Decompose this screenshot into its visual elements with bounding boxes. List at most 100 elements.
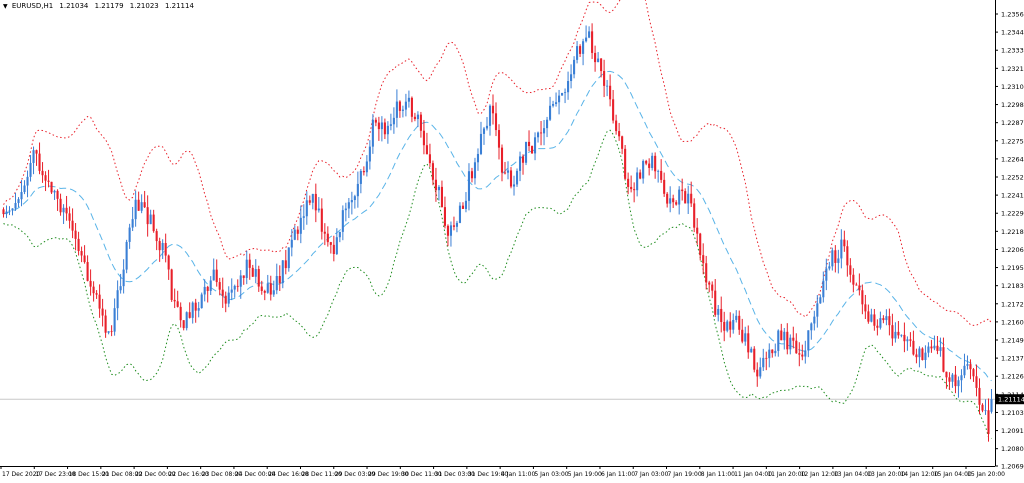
candle-body bbox=[981, 404, 984, 411]
y-tick-label: 1.22640 bbox=[1001, 155, 1024, 163]
candle-body bbox=[68, 213, 71, 221]
candle bbox=[939, 337, 942, 357]
candle bbox=[365, 155, 368, 177]
candle bbox=[287, 247, 290, 272]
candle-body bbox=[443, 207, 446, 226]
candle-body bbox=[134, 199, 137, 220]
candle-body bbox=[684, 191, 687, 204]
candle-body bbox=[50, 181, 53, 193]
candle bbox=[711, 281, 714, 299]
collapse-triangle-icon[interactable]: ▼ bbox=[3, 3, 8, 10]
y-tick-label: 1.23100 bbox=[1001, 83, 1024, 91]
x-tick-label: 24 Dec 16:00 bbox=[268, 471, 309, 478]
candle-body bbox=[768, 349, 771, 359]
candle bbox=[203, 279, 206, 302]
candle bbox=[167, 254, 170, 280]
candle bbox=[398, 100, 401, 118]
candle bbox=[834, 245, 837, 273]
y-tick-label: 1.21030 bbox=[1001, 409, 1024, 417]
candle-body bbox=[942, 347, 945, 372]
candle-body bbox=[639, 172, 642, 179]
candle bbox=[452, 216, 456, 231]
x-tick-label: 30 Dec 11:00 bbox=[401, 471, 442, 478]
candle-body bbox=[807, 330, 810, 351]
open-value: 1.21034 bbox=[59, 2, 89, 10]
candle-body bbox=[597, 58, 600, 63]
candle-body bbox=[128, 227, 131, 242]
candle-body bbox=[65, 207, 68, 214]
candle-body bbox=[23, 185, 26, 193]
candle-body bbox=[939, 347, 942, 351]
candle-body bbox=[582, 41, 585, 54]
candle bbox=[942, 337, 945, 373]
candle-body bbox=[290, 239, 293, 248]
lower-band-line bbox=[3, 129, 992, 439]
y-tick-label: 1.22870 bbox=[1001, 119, 1024, 127]
candle bbox=[521, 154, 525, 175]
candle bbox=[515, 168, 519, 187]
candle bbox=[446, 224, 450, 247]
candle-body bbox=[413, 116, 416, 120]
candle bbox=[455, 220, 459, 233]
candle bbox=[612, 89, 615, 124]
candle-body bbox=[810, 323, 813, 331]
candle-body bbox=[359, 170, 362, 184]
candle bbox=[284, 249, 287, 275]
candle bbox=[726, 319, 729, 333]
candle bbox=[639, 169, 642, 180]
candle bbox=[17, 197, 20, 208]
candle-body bbox=[107, 331, 110, 333]
candle-body bbox=[867, 311, 870, 322]
candle-body bbox=[588, 31, 591, 38]
candle-body bbox=[705, 263, 708, 283]
candle bbox=[197, 301, 200, 318]
candle bbox=[945, 371, 948, 389]
candle-body bbox=[536, 132, 540, 138]
candle bbox=[359, 169, 362, 194]
high-value: 1.21179 bbox=[94, 2, 124, 10]
candle bbox=[642, 159, 645, 184]
candle bbox=[494, 102, 498, 137]
candle-body bbox=[669, 198, 672, 204]
candle-body bbox=[741, 329, 744, 342]
candle-body bbox=[293, 229, 296, 240]
candle-body bbox=[750, 348, 753, 353]
candle bbox=[846, 240, 849, 277]
candle bbox=[813, 310, 816, 331]
candle-body bbox=[89, 280, 92, 287]
candle-body bbox=[711, 284, 714, 291]
candle bbox=[609, 74, 612, 107]
candle bbox=[434, 167, 437, 202]
candle-body bbox=[236, 285, 239, 287]
candle bbox=[425, 132, 428, 155]
candle-body bbox=[855, 284, 858, 286]
candle bbox=[377, 116, 380, 141]
candle bbox=[630, 175, 633, 193]
candle-body bbox=[735, 315, 738, 320]
candle bbox=[687, 185, 690, 215]
candle bbox=[236, 279, 239, 292]
candle bbox=[951, 373, 954, 388]
candle bbox=[573, 56, 576, 79]
candle-body bbox=[335, 237, 338, 255]
candle bbox=[344, 202, 347, 222]
candle bbox=[257, 265, 260, 292]
candle-body bbox=[864, 304, 867, 312]
candle-body bbox=[56, 190, 59, 199]
candle-body bbox=[621, 136, 624, 149]
x-tick-label: 31 Dec 19:00 bbox=[468, 471, 509, 478]
candle-body bbox=[17, 199, 20, 204]
candle bbox=[26, 170, 29, 198]
candle-body bbox=[627, 178, 630, 187]
candle bbox=[870, 308, 873, 323]
candle bbox=[89, 269, 92, 296]
candle-body bbox=[476, 153, 480, 163]
candle bbox=[35, 149, 38, 166]
candle bbox=[155, 228, 158, 251]
candle bbox=[897, 320, 900, 339]
candle bbox=[864, 294, 867, 320]
candle bbox=[110, 325, 113, 337]
current-price-badge: 1.21114 bbox=[996, 394, 1024, 405]
